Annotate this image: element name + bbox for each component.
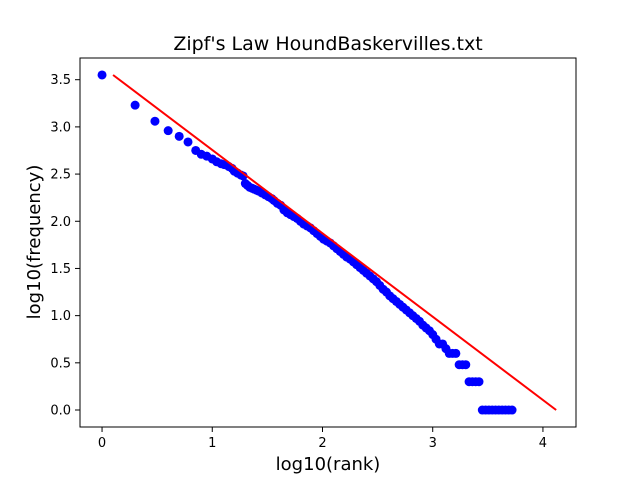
- plot-marks: [97, 70, 557, 415]
- data-point: [97, 70, 107, 80]
- x-axis: 0 1 2 3 4: [98, 427, 547, 451]
- x-tick-label: 1: [208, 436, 216, 451]
- data-point: [238, 171, 248, 181]
- x-tick-label: 0: [98, 436, 106, 451]
- data-point: [451, 348, 461, 358]
- fit-line: [112, 74, 557, 411]
- chart-title: Zipf's Law HoundBaskervilles.txt: [173, 33, 482, 55]
- y-tick-label: 3.5: [50, 73, 71, 88]
- data-point: [174, 131, 184, 141]
- y-tick-label: 1.5: [50, 262, 71, 277]
- data-point: [461, 360, 471, 370]
- x-axis-label: log10(rank): [276, 454, 381, 475]
- x-tick-label: 4: [539, 436, 547, 451]
- y-tick-label: 0.0: [50, 404, 71, 419]
- data-point: [183, 137, 193, 147]
- data-point: [163, 126, 173, 136]
- data-point: [130, 100, 140, 110]
- data-point: [507, 405, 517, 415]
- y-axis: 0.0 0.5 1.0 1.5 2.0 2.5 3.0 3.5: [50, 73, 80, 419]
- y-axis-label: log10(frequency): [24, 165, 45, 320]
- y-tick-label: 2.5: [50, 168, 71, 183]
- y-tick-label: 0.5: [50, 356, 71, 371]
- data-point: [474, 377, 484, 387]
- y-tick-label: 1.0: [50, 309, 71, 324]
- data-point: [150, 116, 160, 126]
- y-tick-label: 2.0: [50, 215, 71, 230]
- x-tick-label: 2: [318, 436, 326, 451]
- y-tick-label: 3.0: [50, 120, 71, 135]
- x-tick-label: 3: [429, 436, 437, 451]
